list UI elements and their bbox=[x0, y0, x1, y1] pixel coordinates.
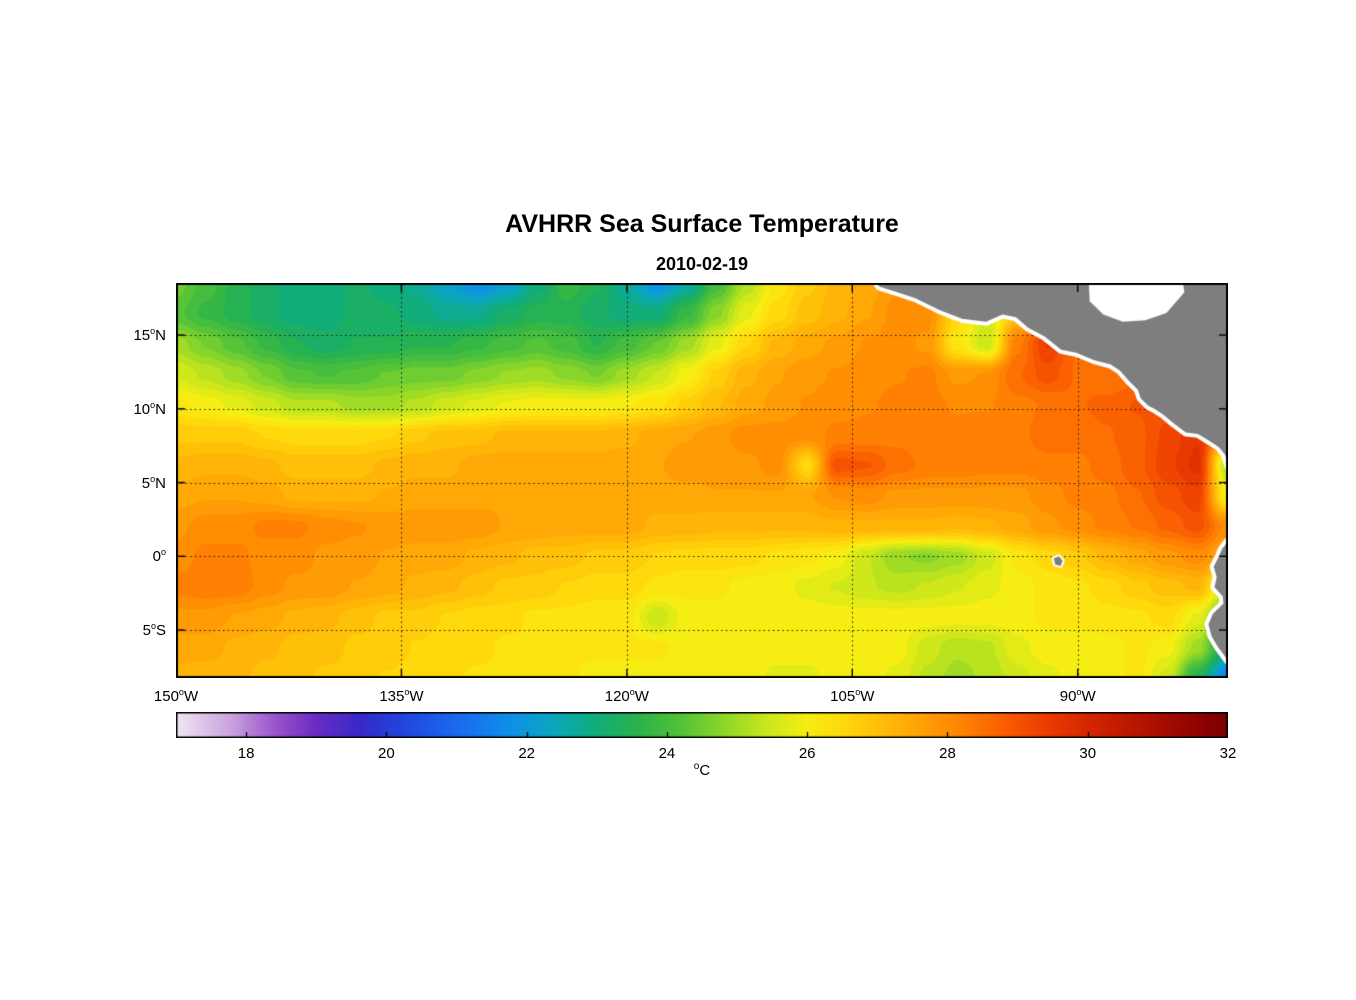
x-tick-label: 90oW bbox=[1059, 687, 1096, 705]
chart-title: AVHRR Sea Surface Temperature bbox=[505, 210, 899, 238]
colorbar-tick-label: 22 bbox=[518, 745, 535, 762]
colorbar-tick-label: 28 bbox=[939, 745, 956, 762]
x-tick-label: 150oW bbox=[153, 687, 199, 705]
x-tick-label: 105oW bbox=[830, 687, 875, 705]
sst-field-canvas bbox=[176, 283, 1228, 678]
sst-map-plot bbox=[176, 283, 1228, 678]
chart-subtitle: 2010-02-19 bbox=[655, 254, 749, 274]
y-tick-label: 5oS bbox=[142, 621, 166, 640]
colorbar-tick-label: 20 bbox=[378, 745, 395, 762]
x-tick-label: 120oW bbox=[604, 687, 649, 705]
colorbar-tick-label: 24 bbox=[658, 745, 676, 762]
colorbar-tick-label: 30 bbox=[1079, 745, 1097, 762]
y-tick-label: 10oN bbox=[133, 399, 166, 418]
y-tick-label: 15oN bbox=[133, 326, 166, 345]
degree-symbol: o bbox=[693, 761, 700, 772]
colorbar-tick-label: 26 bbox=[798, 745, 816, 762]
colorbar-canvas bbox=[176, 712, 1228, 738]
colorbar bbox=[176, 712, 1228, 738]
colorbar-tick-label: 32 bbox=[1219, 745, 1237, 762]
unit-letter: C bbox=[699, 762, 711, 779]
y-tick-label: 0o bbox=[152, 547, 166, 566]
colorbar-tick-label: 18 bbox=[237, 745, 255, 762]
colorbar-unit-label: oC bbox=[176, 761, 1228, 779]
y-tick-label: 5oN bbox=[141, 473, 166, 492]
x-tick-label: 135oW bbox=[379, 687, 424, 705]
